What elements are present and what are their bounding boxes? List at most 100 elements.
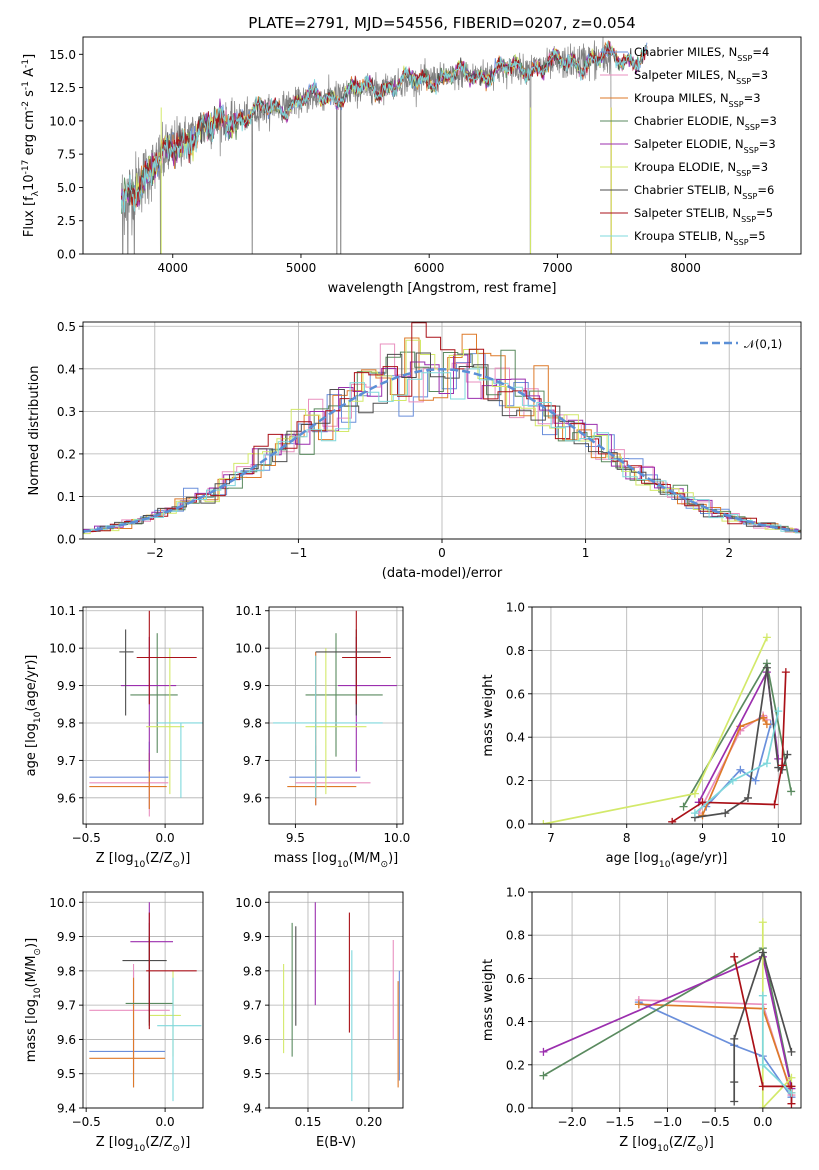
label-part: 10 [337,860,349,870]
y-tick-label: 9.9 [243,679,262,693]
y-tick-label: 9.8 [243,964,262,978]
axes-frame [268,891,404,1109]
x-tick-label: 7 [547,831,555,845]
label-part: 𝒩(0,1) [744,337,782,351]
weight-marker [728,776,737,785]
label-part: 10 [33,987,43,999]
legend-label: Chabrier STELIB, NSSP=6 [634,183,774,201]
normal-curve [83,368,799,533]
label-part: =4 [752,45,769,59]
y-axis-label: Flux [fλ10-17 erg cm-2 s-1 A-1] [21,54,41,237]
label-part: )] [24,938,39,948]
y-tick-label: 9.6 [243,1033,262,1047]
label-part: SSP [742,192,757,201]
x-tick-label: 0.0 [753,1115,772,1129]
label-part: SSP [744,146,759,155]
label-part: mass [log [24,999,39,1062]
weight-line [701,716,768,816]
weight-marker [721,809,730,818]
label-part: (Z/Z [145,851,172,866]
weight-marker [690,789,699,798]
x-tick-label: 2 [725,546,733,560]
label-part: -1 [21,81,31,90]
label-part: mass [log [274,851,337,866]
label-part: )] [180,851,190,866]
label-part: SSP [736,77,751,86]
weight-marker [736,765,745,774]
legend-label: Chabrier MILES, NSSP=4 [634,45,769,63]
label-part: =3 [759,137,776,151]
y-tick-label: 0.0 [506,1102,525,1116]
spectrum-panel: PLATE=2791, MJD=54556, FIBERID=0207, z=0… [21,14,802,296]
y-tick-label: 0.1 [57,490,76,504]
weight-marker [758,1104,767,1108]
y-tick-label: 9.5 [57,1067,76,1081]
legend-label: Salpeter STELIB, NSSP=5 [634,206,773,224]
label-part: (age/yr)] [670,851,727,866]
label-part: s [22,90,37,101]
x-tick-label: −2.0 [557,1115,586,1129]
weight-line [638,1001,793,1098]
x-tick-label: 6000 [414,261,445,275]
label-part: SSP [745,123,760,132]
x-tick-label: 0.20 [356,1115,383,1129]
label-part: (Z/Z [669,1135,696,1150]
weight-marker [762,720,771,729]
weight-marker [758,991,767,1000]
x-axis-label: mass [log10(M/M⊙)] [274,851,398,870]
weight-marker [787,1073,796,1082]
weight-marker [762,663,771,672]
legend-label: Salpeter ELODIE, NSSP=3 [634,137,776,155]
label-part: Chabrier STELIB, N [634,183,742,197]
label-part: =3 [751,160,768,174]
legend-label: Kroupa MILES, NSSP=3 [634,91,761,109]
x-tick-label: 0 [438,546,446,560]
y-tick-label: 0.2 [506,774,525,788]
y-tick-label: 1.0 [506,601,525,615]
y-tick-label: 9.9 [243,930,262,944]
label-part: SSP [729,100,744,109]
x-tick-label: 7000 [542,261,573,275]
legend-label: Salpeter MILES, NSSP=3 [634,68,768,86]
weight-marker [762,759,771,768]
label-part: 10 [134,860,146,870]
weight-marker [539,1071,548,1080]
histogram-plot-area [83,322,801,535]
weight-marker [783,750,792,759]
x-tick-label: 8000 [670,261,701,275]
x-tick-label: −2 [146,546,164,560]
y-tick-label: 0.0 [506,818,525,832]
y-tick-label: 9.8 [57,716,76,730]
weight-marker [758,1082,767,1091]
weight-marker [743,793,752,802]
weight-marker [730,1034,739,1043]
label-part: SSP [736,169,751,178]
y-tick-label: 10.0 [49,642,76,656]
weight-marker [539,1047,548,1056]
label-part: SSP [734,238,749,247]
label-part: =5 [756,206,773,220]
x-tick-label: −0.5 [72,1115,101,1129]
y-tick-label: 9.7 [243,999,262,1013]
x-axis-label: Z [log10(Z/Z⊙)] [96,1135,191,1154]
y-axis-label: mass weight [481,674,496,756]
weight-line [761,922,793,1108]
label-part: =3 [751,68,768,82]
histogram-step [83,339,801,535]
label-part: )] [180,1135,190,1150]
x-tick-label: 8 [623,831,631,845]
weight-marker [730,1078,739,1087]
label-part: Salpeter MILES, N [634,68,736,82]
errorbar-plot-area [283,902,400,1102]
y-tick-label: 0.5 [57,320,76,334]
label-part: Salpeter ELODIE, N [634,137,744,151]
legend-label: Chabrier ELODIE, NSSP=3 [634,114,777,132]
y-tick-label: 0.2 [57,447,76,461]
label-part: (age/yr)] [24,655,39,712]
label-part: Kroupa MILES, N [634,91,729,105]
weight-marker [781,668,790,677]
label-part: Chabrier MILES, N [634,45,737,59]
x-axis-label: E(B-V) [316,1135,356,1150]
label-part: Chabrier ELODIE, N [634,114,745,128]
label-part: Kroupa STELIB, N [634,229,734,243]
